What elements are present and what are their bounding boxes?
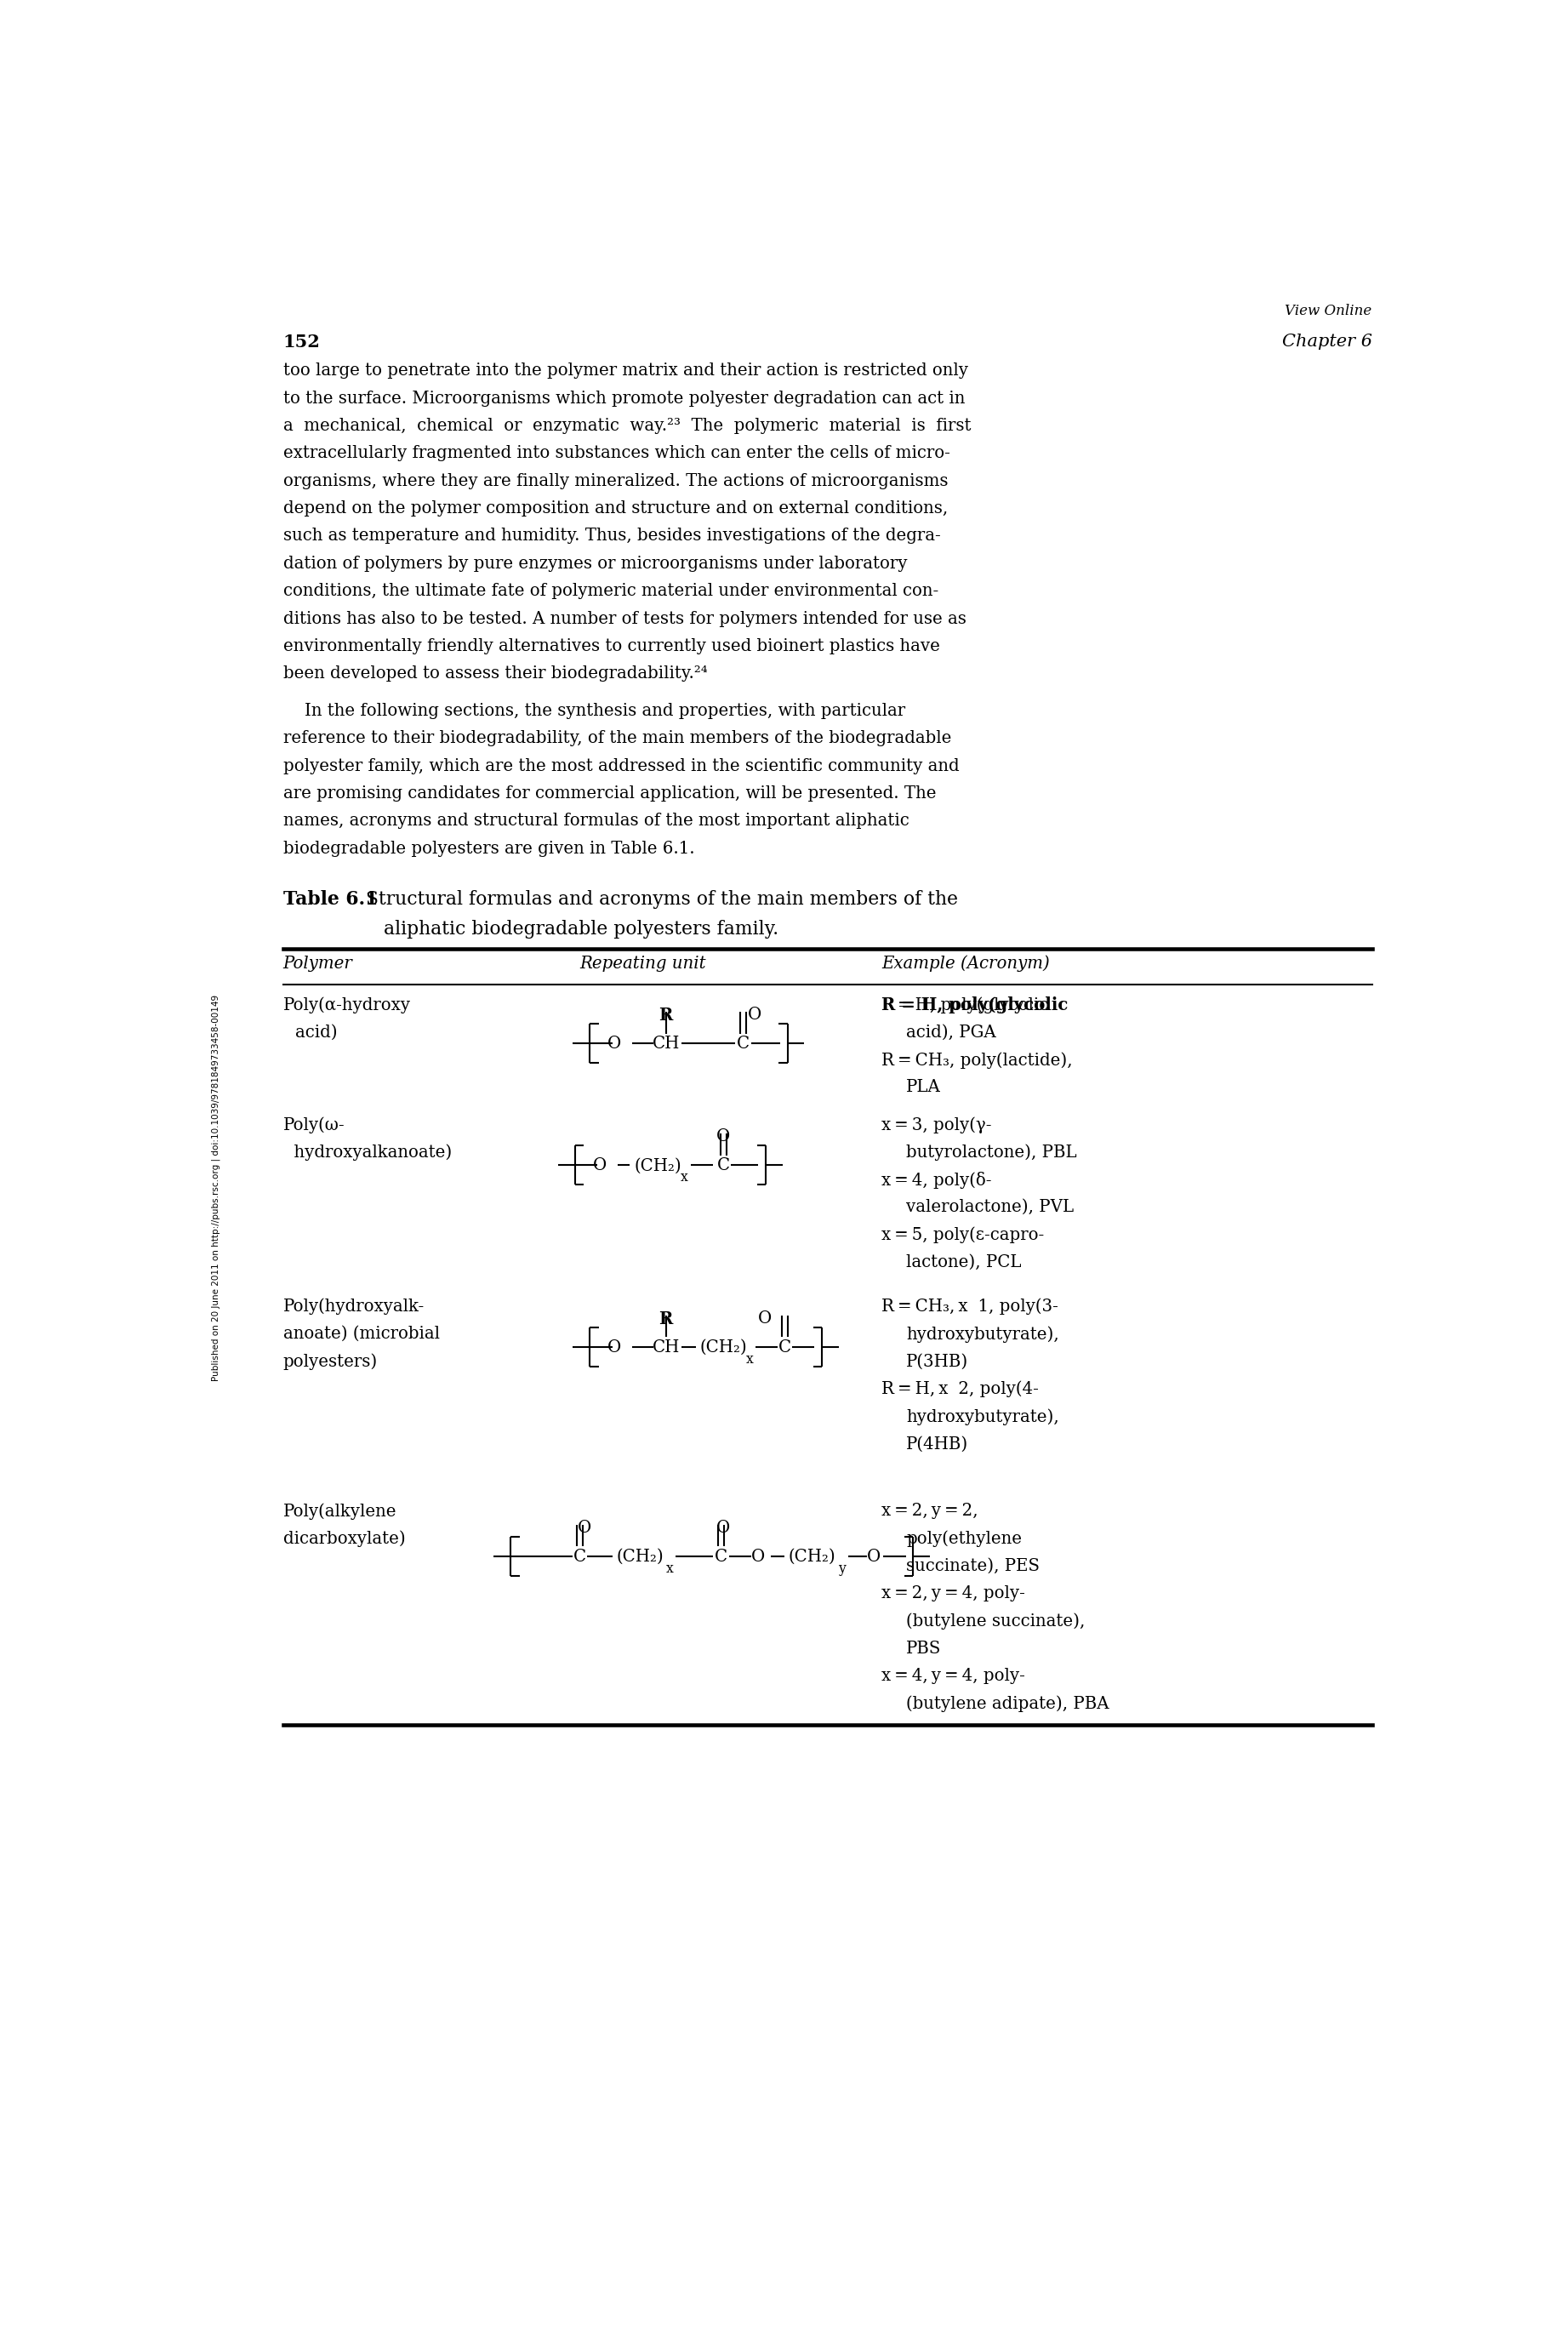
Text: hydroxybutyrate),: hydroxybutyrate),: [906, 1409, 1058, 1425]
Text: Table 6.1: Table 6.1: [282, 889, 378, 908]
Text: (butylene adipate), PBA: (butylene adipate), PBA: [906, 1696, 1109, 1712]
Text: biodegradable polyesters are given in Table 6.1.: biodegradable polyesters are given in Ta…: [282, 840, 695, 856]
Text: R = CH₃, poly(lactide),: R = CH₃, poly(lactide),: [881, 1051, 1073, 1068]
Text: a  mechanical,  chemical  or  enzymatic  way.²³  The  polymeric  material  is  f: a mechanical, chemical or enzymatic way.…: [282, 419, 971, 435]
Text: polyester family, which are the most addressed in the scientific community and: polyester family, which are the most add…: [282, 757, 960, 774]
Text: dicarboxylate): dicarboxylate): [282, 1531, 405, 1548]
Text: (CH₂): (CH₂): [789, 1548, 836, 1564]
Text: Poly(hydroxyalk-: Poly(hydroxyalk-: [282, 1298, 425, 1315]
Text: polyesters): polyesters): [282, 1352, 378, 1369]
Text: x: x: [666, 1562, 673, 1576]
Text: (CH₂): (CH₂): [633, 1157, 682, 1174]
Text: O: O: [751, 1548, 765, 1564]
Text: acid): acid): [295, 1023, 337, 1040]
Text: C: C: [717, 1157, 729, 1174]
Text: x = 5, poly(ε-capro-: x = 5, poly(ε-capro-: [881, 1225, 1044, 1244]
Text: PLA: PLA: [906, 1080, 941, 1096]
Text: O: O: [717, 1129, 731, 1145]
Text: Example (Acronym): Example (Acronym): [881, 955, 1049, 971]
Text: x = 2, y = 2,: x = 2, y = 2,: [881, 1503, 978, 1519]
Text: Published on 20 June 2011 on http://pubs.rsc.org | doi:10.1039/9781849733458-001: Published on 20 June 2011 on http://pubs…: [212, 995, 220, 1381]
Text: butyrolactone), PBL: butyrolactone), PBL: [906, 1143, 1077, 1160]
Text: poly(ethylene: poly(ethylene: [906, 1531, 1022, 1548]
Text: acid), PGA: acid), PGA: [906, 1023, 996, 1040]
Text: Chapter 6: Chapter 6: [1281, 334, 1372, 350]
Text: dation of polymers by pure enzymes or microorganisms under laboratory: dation of polymers by pure enzymes or mi…: [282, 555, 906, 572]
Text: C: C: [737, 1035, 750, 1051]
Text: x: x: [746, 1352, 753, 1367]
Text: aliphatic biodegradable polyesters family.: aliphatic biodegradable polyesters famil…: [384, 920, 779, 938]
Text: conditions, the ultimate fate of polymeric material under environmental con-: conditions, the ultimate fate of polymer…: [282, 583, 938, 600]
Text: x = 3, poly(γ-: x = 3, poly(γ-: [881, 1117, 991, 1134]
Text: 152: 152: [282, 334, 320, 350]
Text: (butylene succinate),: (butylene succinate),: [906, 1613, 1085, 1630]
Text: names, acronyms and structural formulas of the most important aliphatic: names, acronyms and structural formulas …: [282, 814, 909, 828]
Text: View Online: View Online: [1284, 303, 1372, 318]
Text: O: O: [757, 1310, 771, 1327]
Text: Poly(ω-: Poly(ω-: [282, 1117, 345, 1134]
Text: succinate), PES: succinate), PES: [906, 1557, 1040, 1573]
Text: extracellularly fragmented into substances which can enter the cells of micro-: extracellularly fragmented into substanc…: [282, 445, 950, 461]
Text: are promising candidates for commercial application, will be presented. The: are promising candidates for commercial …: [282, 786, 936, 802]
Text: PBS: PBS: [906, 1639, 941, 1656]
Text: x = 4, y = 4, poly-: x = 4, y = 4, poly-: [881, 1668, 1025, 1684]
Text: R: R: [659, 1310, 673, 1327]
Text: reference to their biodegradability, of the main members of the biodegradable: reference to their biodegradability, of …: [282, 731, 952, 746]
Text: x = 4, poly(δ-: x = 4, poly(δ-: [881, 1171, 991, 1188]
Text: y: y: [837, 1562, 845, 1576]
Text: organisms, where they are finally mineralized. The actions of microorganisms: organisms, where they are finally minera…: [282, 473, 947, 489]
Text: x = 2, y = 4, poly-: x = 2, y = 4, poly-: [881, 1585, 1025, 1602]
Text: CH: CH: [652, 1035, 679, 1051]
Text: P(4HB): P(4HB): [906, 1435, 969, 1451]
Text: hydroxyalkanoate): hydroxyalkanoate): [282, 1143, 452, 1160]
Text: been developed to assess their biodegradability.²⁴: been developed to assess their biodegrad…: [282, 666, 707, 682]
Text: P(3HB): P(3HB): [906, 1352, 969, 1369]
Text: too large to penetrate into the polymer matrix and their action is restricted on: too large to penetrate into the polymer …: [282, 362, 967, 379]
Text: R = H, x   2, poly(4-: R = H, x 2, poly(4-: [881, 1381, 1038, 1397]
Text: C: C: [778, 1338, 790, 1355]
Text: Poly(α-hydroxy: Poly(α-hydroxy: [282, 997, 411, 1014]
Text: O: O: [577, 1519, 591, 1536]
Text: Polymer: Polymer: [282, 955, 353, 971]
Text: O: O: [593, 1157, 607, 1174]
Text: Structural formulas and acronyms of the main members of the: Structural formulas and acronyms of the …: [354, 889, 958, 908]
Text: O: O: [607, 1338, 621, 1355]
Text: O: O: [748, 1007, 762, 1023]
Text: R = CH₃, x   1, poly(3-: R = CH₃, x 1, poly(3-: [881, 1298, 1058, 1315]
Text: depend on the polymer composition and structure and on external conditions,: depend on the polymer composition and st…: [282, 501, 947, 517]
Text: lactone), PCL: lactone), PCL: [906, 1254, 1021, 1270]
Text: to the surface. Microorganisms which promote polyester degradation can act in: to the surface. Microorganisms which pro…: [282, 390, 964, 407]
Text: C: C: [715, 1548, 728, 1564]
Text: O: O: [717, 1519, 731, 1536]
Text: anoate) (microbial: anoate) (microbial: [282, 1327, 439, 1341]
Text: hydroxybutyrate),: hydroxybutyrate),: [906, 1327, 1058, 1343]
Text: R = H, poly(glycolic: R = H, poly(glycolic: [881, 997, 1047, 1014]
Text: CH: CH: [652, 1338, 679, 1355]
Text: (CH₂): (CH₂): [699, 1338, 746, 1355]
Text: such as temperature and humidity. Thus, besides investigations of the degra-: such as temperature and humidity. Thus, …: [282, 527, 941, 543]
Text: R: R: [659, 1007, 673, 1023]
Text: Repeating unit: Repeating unit: [580, 955, 706, 971]
Text: In the following sections, the synthesis and properties, with particular: In the following sections, the synthesis…: [282, 703, 905, 720]
Text: x: x: [681, 1169, 688, 1185]
Text: environmentally friendly alternatives to currently used bioinert plastics have: environmentally friendly alternatives to…: [282, 637, 939, 654]
Text: C: C: [574, 1548, 586, 1564]
Text: O: O: [607, 1035, 621, 1051]
Text: R = H, poly(glycolic: R = H, poly(glycolic: [881, 997, 1068, 1014]
Text: valerolactone), PVL: valerolactone), PVL: [906, 1200, 1074, 1216]
Text: Poly(alkylene: Poly(alkylene: [282, 1503, 397, 1519]
Text: (CH₂): (CH₂): [616, 1548, 663, 1564]
Text: ditions has also to be tested. A number of tests for polymers intended for use a: ditions has also to be tested. A number …: [282, 612, 966, 626]
Text: O: O: [867, 1548, 880, 1564]
